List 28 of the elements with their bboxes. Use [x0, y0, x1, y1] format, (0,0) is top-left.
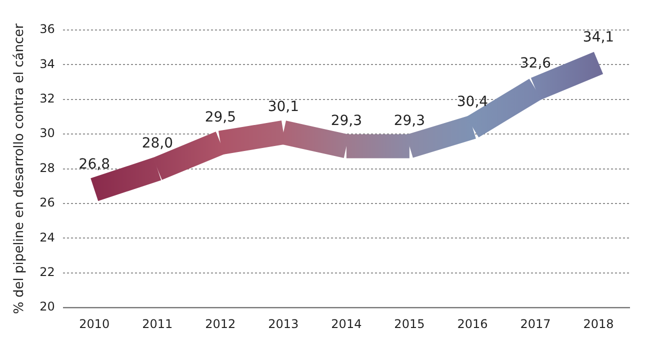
x-tick-label: 2017	[520, 316, 551, 331]
y-tick-label: 32	[40, 92, 55, 106]
y-tick-label: 20	[40, 300, 55, 314]
data-label: 30,1	[268, 99, 300, 116]
data-label: 29,3	[394, 112, 426, 129]
data-label: 29,3	[330, 112, 362, 129]
data-label: 30,4	[456, 94, 488, 110]
x-tick-label: 2015	[394, 316, 425, 331]
data-label: 32,6	[520, 56, 552, 72]
y-tick-label: 22	[40, 265, 55, 280]
x-tick-label: 2011	[142, 316, 173, 331]
y-tick-label: 28	[40, 160, 55, 175]
y-tick-label: 26	[40, 196, 55, 210]
y-tick-label: 24	[40, 230, 55, 244]
data-label: 34,1	[582, 30, 614, 46]
data-label: 29,5	[204, 109, 236, 126]
y-tick-label: 30	[40, 126, 55, 140]
x-tick-label: 2010	[79, 316, 110, 331]
x-tick-label: 2013	[268, 316, 299, 331]
data-label: 26,8	[78, 156, 110, 172]
x-tick-label: 2016	[457, 316, 488, 331]
y-tick-label: 36	[40, 22, 55, 36]
y-tick-label: 34	[40, 56, 55, 71]
x-tick-label: 2012	[205, 316, 236, 331]
y-axis-title: % del pipeline en desarrollo contra el cáncer	[12, 22, 28, 314]
x-tick-label: 2018	[583, 316, 614, 331]
x-tick-label: 2014	[331, 316, 362, 331]
data-label: 28,0	[142, 135, 173, 152]
